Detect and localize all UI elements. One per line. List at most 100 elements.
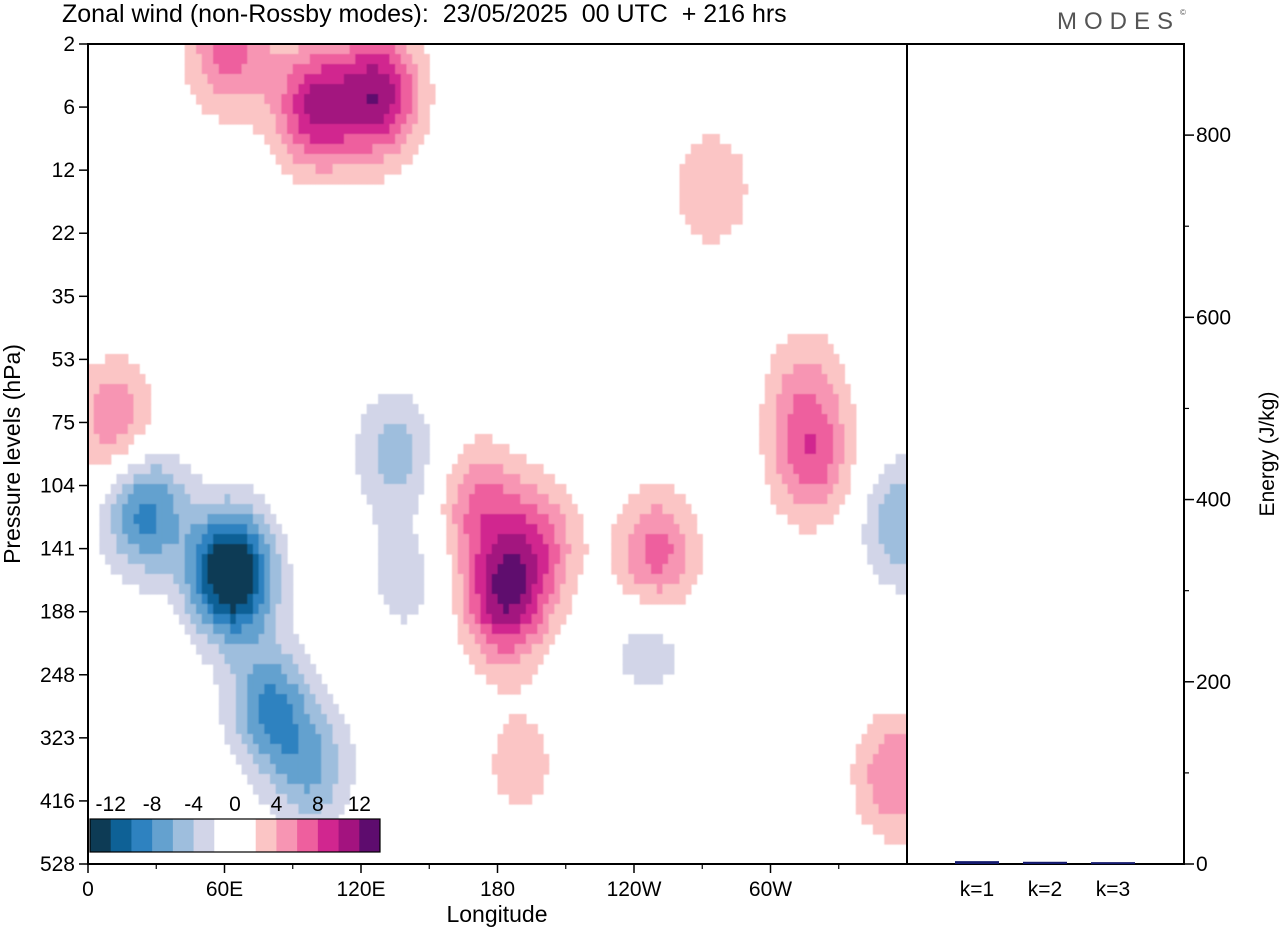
heatmap-cell <box>639 504 646 515</box>
heatmap-cell <box>577 514 584 525</box>
heatmap-cell <box>281 94 288 105</box>
heatmap-cell <box>395 604 402 615</box>
heatmap-cell <box>372 444 379 455</box>
colorbar-label: 12 <box>348 793 371 816</box>
heatmap-cell <box>247 674 254 685</box>
heatmap-cell <box>139 514 146 525</box>
heatmap-cell <box>673 544 681 555</box>
heatmap-cell <box>389 444 396 455</box>
heatmap-cell <box>304 74 311 85</box>
heatmap-cell <box>400 484 408 495</box>
heatmap-cell <box>531 644 538 655</box>
heatmap-cell <box>816 394 823 405</box>
heatmap-cell <box>889 784 897 795</box>
heatmap-cell <box>486 524 493 535</box>
heatmap-cell <box>139 394 146 405</box>
heatmap-cell <box>224 654 231 665</box>
heatmap-cell <box>508 604 516 615</box>
heatmap-cell <box>639 654 646 665</box>
heatmap-cell <box>173 544 180 555</box>
heatmap-cell <box>884 544 891 555</box>
heatmap-cell <box>400 84 408 95</box>
heatmap-cell <box>264 514 271 525</box>
heatmap-cell <box>793 344 800 355</box>
heatmap-cell <box>878 714 885 725</box>
heatmap-cell <box>241 614 248 625</box>
heatmap-cell <box>338 84 345 95</box>
heatmap-cell <box>446 524 453 535</box>
heatmap-cell <box>611 554 618 565</box>
heatmap-cell <box>548 484 555 495</box>
heatmap-cell <box>264 614 271 625</box>
heatmap-cell <box>452 514 459 525</box>
heatmap-cell <box>400 394 408 405</box>
heatmap-cell <box>804 474 811 485</box>
heatmap-cell <box>400 414 408 425</box>
heatmap-cell <box>133 554 140 565</box>
heatmap-cell <box>252 44 260 55</box>
heatmap-cell <box>321 144 328 155</box>
heatmap-cell <box>298 744 305 755</box>
colorbar-swatch <box>276 819 298 852</box>
heatmap-cell <box>321 84 328 95</box>
heatmap-cell <box>349 154 356 165</box>
heatmap-cell <box>895 744 902 755</box>
heatmap-cell <box>292 644 300 655</box>
heatmap-cell <box>264 714 271 725</box>
heatmap-cell <box>417 474 425 485</box>
heatmap-cell <box>395 504 402 515</box>
heatmap-cell <box>867 544 874 555</box>
heatmap-cell <box>560 574 567 585</box>
heatmap-cell <box>298 724 305 735</box>
heatmap-cell <box>457 554 464 565</box>
heatmap-cell <box>264 604 271 615</box>
heatmap-cell <box>247 114 254 125</box>
heatmap-cell <box>696 144 703 155</box>
heatmap-cell <box>179 474 186 485</box>
heatmap-cell <box>713 194 720 205</box>
heatmap-cell <box>122 404 129 415</box>
heatmap-cell <box>230 64 237 75</box>
heatmap-cell <box>292 174 300 185</box>
heatmap-cell <box>252 124 260 135</box>
heatmap-cell <box>105 494 112 505</box>
heatmap-cell <box>525 654 533 665</box>
heatmap-cell <box>241 114 248 125</box>
heatmap-cell <box>798 344 806 355</box>
heatmap-cell <box>281 774 288 785</box>
heatmap-cell <box>309 74 317 85</box>
heatmap-cell <box>252 84 260 95</box>
heatmap-cell <box>827 484 834 495</box>
heatmap-cell <box>235 744 243 755</box>
heatmap-cell <box>207 554 214 565</box>
heatmap-cell <box>258 84 265 95</box>
heatmap-cell <box>230 74 237 85</box>
heatmap-cell <box>105 504 112 515</box>
heatmap-cell <box>508 524 516 535</box>
x-tick-label: 120E <box>336 878 385 901</box>
heatmap-cell <box>406 84 413 95</box>
heatmap-cell <box>247 534 254 545</box>
heatmap-cell <box>770 474 777 485</box>
heatmap-cell <box>810 364 817 375</box>
heatmap-cell <box>537 574 544 585</box>
heatmap-cell <box>270 544 277 555</box>
heatmap-cell <box>99 434 106 445</box>
heatmap-cell <box>230 554 237 565</box>
heatmap-cell <box>150 474 157 485</box>
heatmap-cell <box>366 174 373 185</box>
heatmap-cell <box>520 764 527 775</box>
heatmap-cell <box>827 474 834 485</box>
heatmap-cell <box>201 64 209 75</box>
heatmap-cell <box>628 574 635 585</box>
heatmap-cell <box>224 494 231 505</box>
heatmap-cell <box>224 694 231 705</box>
heatmap-cell <box>361 134 368 145</box>
heatmap-cell <box>895 524 902 535</box>
heatmap-cell <box>190 554 197 565</box>
heatmap-cell <box>491 494 499 505</box>
heatmap-cell <box>400 574 408 585</box>
heatmap-cell <box>878 494 885 505</box>
y-tick-label: 2 <box>63 33 75 56</box>
heatmap-cell <box>395 74 402 85</box>
